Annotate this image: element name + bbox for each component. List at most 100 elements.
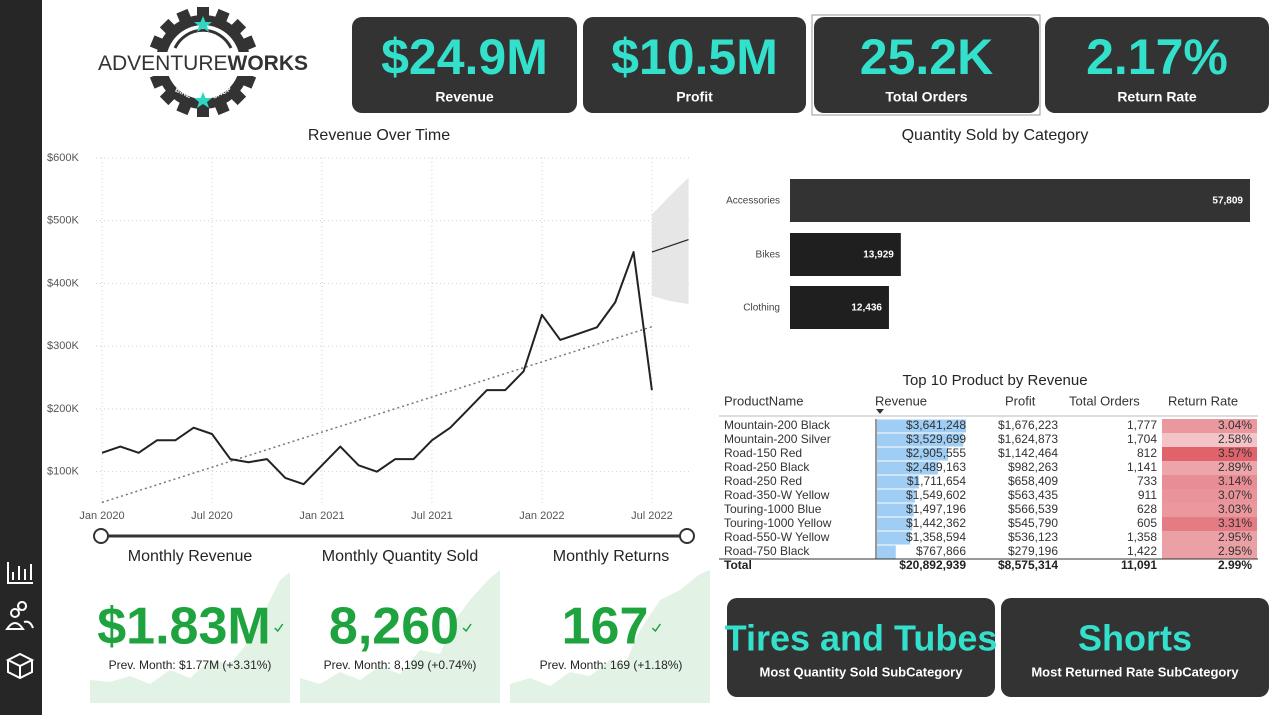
- table-cell: $3,529,699: [906, 432, 966, 446]
- table-cell: 3.04%: [1218, 418, 1252, 432]
- kpi-card: [352, 17, 577, 113]
- logo-arc: [173, 28, 233, 49]
- logo-suffix: WORKS: [228, 52, 309, 75]
- x-tick-label: Jul 2020: [191, 510, 233, 522]
- forecast-line: [651, 238, 689, 253]
- table-cell: Touring-1000 Blue: [724, 502, 822, 516]
- table-cell: Road-350-W Yellow: [724, 488, 830, 502]
- monthly-title: Monthly Quantity Sold: [322, 548, 479, 565]
- return-rate-cell: [1162, 475, 1257, 489]
- table-total: $20,892,939: [899, 558, 966, 572]
- revenue-data-bar: [877, 447, 949, 461]
- logo-prefix: ADVENTURE: [98, 52, 228, 75]
- table-header: Revenue: [875, 393, 927, 408]
- table-cell: 605: [1137, 516, 1157, 530]
- logo-tooth: [149, 72, 166, 89]
- table-cell: $982,263: [1008, 460, 1058, 474]
- return-rate-cell: [1162, 433, 1257, 447]
- kpi-label: Return Rate: [1117, 89, 1197, 105]
- forecast-band: [651, 177, 689, 305]
- monthly-previous: Prev. Month: $1.77M (+3.31%): [109, 658, 272, 672]
- logo-tooth: [229, 18, 247, 36]
- table-cell: Mountain-200 Black: [724, 418, 831, 432]
- table-cell: $279,196: [1008, 544, 1058, 558]
- table-cell: 812: [1137, 446, 1157, 460]
- sidebar: [0, 0, 42, 715]
- return-rate-cell: [1162, 419, 1257, 433]
- logo-tooth: [197, 105, 209, 117]
- x-tick-label: Jul 2022: [631, 510, 673, 522]
- slider-handle[interactable]: [679, 528, 695, 544]
- product-icon[interactable]: [5, 652, 35, 680]
- revenue-data-bar: [877, 433, 964, 447]
- kpi-card: [814, 17, 1039, 113]
- bar: [790, 179, 1250, 222]
- table-title: Top 10 Product by Revenue: [902, 372, 1087, 389]
- monthly-title: Monthly Revenue: [128, 548, 253, 565]
- table-cell: Touring-1000 Yellow: [724, 516, 832, 530]
- table-total: 11,091: [1121, 558, 1157, 572]
- return-rate-cell: [1162, 545, 1257, 559]
- logo-tooth: [159, 18, 177, 36]
- revenue-data-bar: [877, 503, 914, 517]
- sparkline-area: [300, 570, 500, 703]
- x-tick-label: Jan 2022: [519, 510, 564, 522]
- table-cell: 2.89%: [1218, 460, 1252, 474]
- table-cell: $767,866: [916, 544, 966, 558]
- table-header: Return Rate: [1168, 393, 1238, 408]
- revenue-line: [101, 251, 653, 486]
- table-cell: 3.07%: [1218, 488, 1252, 502]
- y-tick-label: Accessories: [726, 196, 780, 207]
- x-tick-label: Jan 2021: [299, 510, 344, 522]
- bar: [790, 286, 889, 329]
- report-icon[interactable]: [7, 562, 33, 584]
- revenue-data-bar: [877, 461, 938, 475]
- table-cell: 1,704: [1127, 432, 1157, 446]
- users-icon[interactable]: [10, 608, 20, 618]
- sidebar-icons: [5, 562, 35, 680]
- y-tick-label: $200K: [47, 403, 79, 415]
- table-header: ProductName: [724, 393, 803, 408]
- table-cell: 2.95%: [1218, 544, 1252, 558]
- value-label: 12,436: [851, 303, 882, 314]
- kpi-card: [583, 17, 806, 113]
- table-cell: $536,123: [1008, 530, 1058, 544]
- chart-title: Revenue Over Time: [308, 127, 450, 144]
- table-cell: 3.14%: [1218, 474, 1252, 488]
- table-cell: $566,539: [1008, 502, 1058, 516]
- table-cell: 733: [1137, 474, 1157, 488]
- logo-tooth: [213, 8, 230, 25]
- return-rate-cell: [1162, 447, 1257, 461]
- table-cell: 3.03%: [1218, 502, 1252, 516]
- x-tick-label: Jan 2020: [79, 510, 124, 522]
- highlight-value: Shorts: [1078, 618, 1192, 659]
- kpi-label: Profit: [676, 89, 713, 105]
- status-check: [274, 623, 284, 633]
- logo-tooth: [197, 7, 209, 19]
- status-check: [462, 623, 472, 633]
- selection-frame: [811, 14, 1041, 116]
- date-slider[interactable]: [93, 528, 695, 544]
- monthly-value: 8,260: [329, 598, 459, 656]
- logo-star: [194, 92, 212, 108]
- kpi-label: Total Orders: [885, 89, 967, 105]
- users-icon-b[interactable]: [5, 601, 34, 630]
- kpi-card: [1045, 17, 1269, 113]
- logo-tooth: [240, 72, 257, 89]
- return-rate-cell: [1162, 531, 1257, 545]
- slider-handle[interactable]: [93, 528, 109, 544]
- table-cell: Road-750 Black: [724, 544, 810, 558]
- revenue-data-bar: [877, 545, 896, 559]
- logo: ADVENTUREWORKS BIKE SHOP: [98, 7, 308, 117]
- table-cell: $563,435: [1008, 488, 1058, 502]
- y-tick-label: Bikes: [756, 250, 780, 261]
- status-check: [651, 623, 661, 633]
- logo-band: [106, 52, 300, 76]
- table-cell: $545,790: [1008, 516, 1058, 530]
- table-cell: $1,676,223: [998, 418, 1058, 432]
- table-cell: $1,549,602: [906, 488, 966, 502]
- table-cell: Road-550-W Yellow: [724, 530, 830, 544]
- kpi-value: 2.17%: [1086, 29, 1228, 85]
- logo-tooth: [176, 8, 193, 25]
